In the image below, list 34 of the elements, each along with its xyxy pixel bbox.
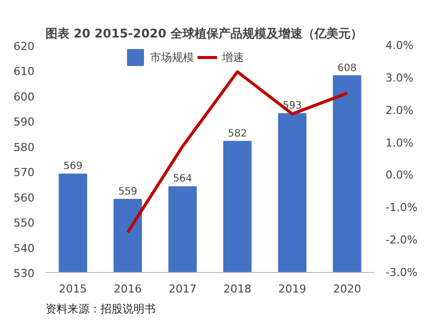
- x-tick-label: 2015: [58, 282, 87, 296]
- x-tick-label: 2019: [278, 282, 306, 296]
- y2-tick-label: 0.0%: [386, 168, 414, 182]
- chart-title: 图表 20 2015-2020 全球植保产品规模及增速（亿美元）: [46, 26, 363, 40]
- text: 资料来源：招股说明书: [46, 302, 156, 316]
- y-tick-label: 530: [14, 267, 35, 280]
- x-tick-label: 2018: [223, 282, 252, 296]
- y-tick-label: 570: [14, 166, 35, 180]
- y-tick-label: 620: [14, 40, 35, 53]
- y2-tick-label: -3.0%: [386, 266, 418, 279]
- y2-tick-label: 1.0%: [386, 136, 414, 150]
- x-tick-label: 2020: [333, 282, 362, 296]
- y2-tick-label: -2.0%: [386, 234, 418, 247]
- text: 564: [173, 174, 192, 185]
- text: 593: [282, 100, 302, 112]
- text: 582: [228, 128, 247, 140]
- text: 559: [118, 186, 138, 198]
- y-tick-label: 580: [14, 140, 35, 154]
- y2-tick-label: 4.0%: [386, 39, 414, 52]
- text: 569: [63, 161, 82, 172]
- y-tick-label: 600: [14, 90, 35, 104]
- y-tick-label: 590: [14, 116, 35, 129]
- text: 608: [338, 62, 357, 74]
- legend-label: 市场规模: [150, 50, 194, 64]
- x-tick-label: 2016: [114, 282, 142, 296]
- y-tick-label: 610: [14, 65, 35, 78]
- y-tick-label: 560: [14, 191, 35, 204]
- y2-tick-label: 2.0%: [386, 104, 414, 117]
- x-tick-label: 2017: [168, 282, 197, 296]
- y-tick-label: 540: [14, 242, 35, 255]
- y2-tick-label: 3.0%: [386, 71, 414, 84]
- y-tick-label: 550: [14, 216, 35, 230]
- legend-label: 增速: [222, 50, 244, 64]
- y2-tick-label: -1.0%: [386, 201, 418, 214]
